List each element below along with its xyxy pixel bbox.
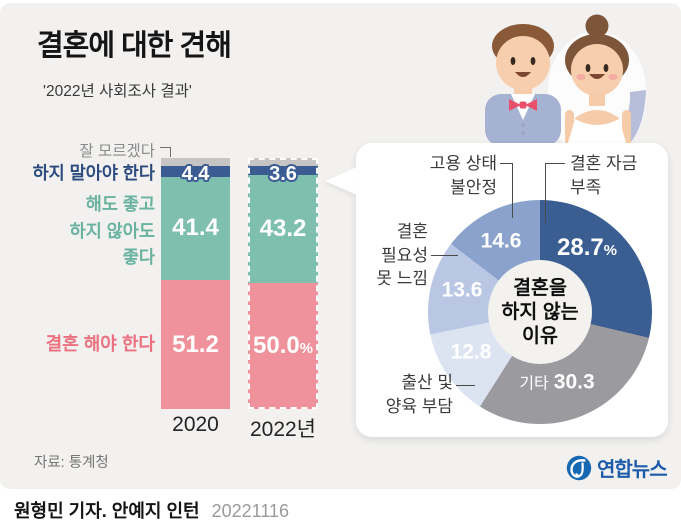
bar-segment: 43.2 [248,175,318,284]
slice-value-no-need: 13.6 [441,278,483,302]
agency-logo-text: 연합뉴스 [597,459,668,481]
stacked-bar-2022: 3.6 43.2 50.0% [248,158,318,409]
legend-dont-know: 잘 모르겠다 [79,143,155,160]
legend-should-not: 하지 말아야 한다 [32,163,155,183]
slice-value-etc-number: 30.3 [553,370,595,394]
page-subtitle: '2022년 사회조사 결과' [43,83,192,100]
bar-segment: 3.6 [248,164,318,184]
agency-logo: 연합뉴스 [566,453,668,482]
bride-hair-bun [585,14,609,38]
card-pointer-triangle [325,167,357,195]
donut-card: 고용 상태 불안정 결혼 자금 부족 결혼 필요성 못 느낌 출산 및 양육 부… [325,143,668,437]
legend-should-marry: 결혼 해야 한다 [45,334,155,354]
bride-neck [589,92,605,106]
donut-ring: 결혼을 하지 않는 이유 [428,200,652,424]
slice-value-etc: 기타 30.3 [519,372,594,393]
slice-label-etc: 기타 [519,375,549,393]
bride-mouth [589,74,605,79]
category-label-2020: 2020 [172,413,219,436]
bride-blush [608,74,618,80]
groom-button [521,131,525,135]
bride-eye [603,64,609,72]
byline: 원형민 기자. 안예지 인턴 20221116 [14,497,289,523]
bar-segment [161,158,230,166]
groom-bowtie [509,99,537,111]
bride-blush [576,74,586,80]
byline-names: 원형민 기자. 안예지 인턴 [14,501,200,521]
bride-chest [575,110,619,126]
leader-line-funds [545,163,565,223]
groom-mouth [515,72,531,77]
slice-value-childcare: 12.8 [450,340,492,364]
source-note: 자료: 통계청 [34,455,109,471]
bar-segment-value: 43.2 [259,215,307,243]
callout-funds: 결혼 자금 부족 [570,154,638,197]
leader-line-employment [500,163,513,218]
donut-center-title: 결혼을 하지 않는 이유 [501,277,579,347]
page-title: 결혼에 대한 견해 [37,30,232,62]
groom-eye [510,57,516,65]
groom-button [521,123,525,127]
legend-dont-know-bracket [160,147,171,157]
bar-segment-value: 50.0% [253,332,313,360]
slice-value-funds: 28.7% [557,234,617,261]
bar-segment-value: 41.4 [172,214,219,242]
leader-line-childcare [456,385,475,386]
bar-segment: 4.4 [161,164,230,184]
bar-segment-value: 3.6 [269,163,297,185]
callout-childcare: 출산 및 양육 부담 [385,373,453,416]
leader-line-no-need [431,255,458,256]
category-label-2022: 2022년 [249,418,317,441]
bride-groom-illustration [485,14,647,146]
byline-date: 20221116 [211,501,290,521]
callout-no-need: 결혼 필요성 못 느낌 [376,222,428,288]
bar-segment: 41.4 [161,176,230,281]
bar-segment-value: 4.4 [181,162,210,185]
bar-segment: 50.0% [248,283,318,409]
bride-face [571,44,623,96]
slice-value-employment: 14.6 [480,229,522,253]
bride-dress [567,119,627,146]
bar-segment [248,158,318,166]
groom-eye [530,57,536,65]
stacked-bar-2020: 4.4 41.4 51.2 [161,158,230,409]
groom-bowtie-knot [519,101,527,109]
legend-either-way: 해도 좋고 하지 않아도 좋다 [69,194,155,267]
bar-segment-value: 51.2 [172,330,219,358]
groom-face [496,36,550,90]
bar-segment: 51.2 [161,280,230,409]
bride-eye [585,64,591,72]
agency-logo-icon [566,455,592,480]
callout-employment: 고용 상태 불안정 [429,154,497,197]
donut-hole: 결혼을 하지 않는 이유 [488,260,592,364]
